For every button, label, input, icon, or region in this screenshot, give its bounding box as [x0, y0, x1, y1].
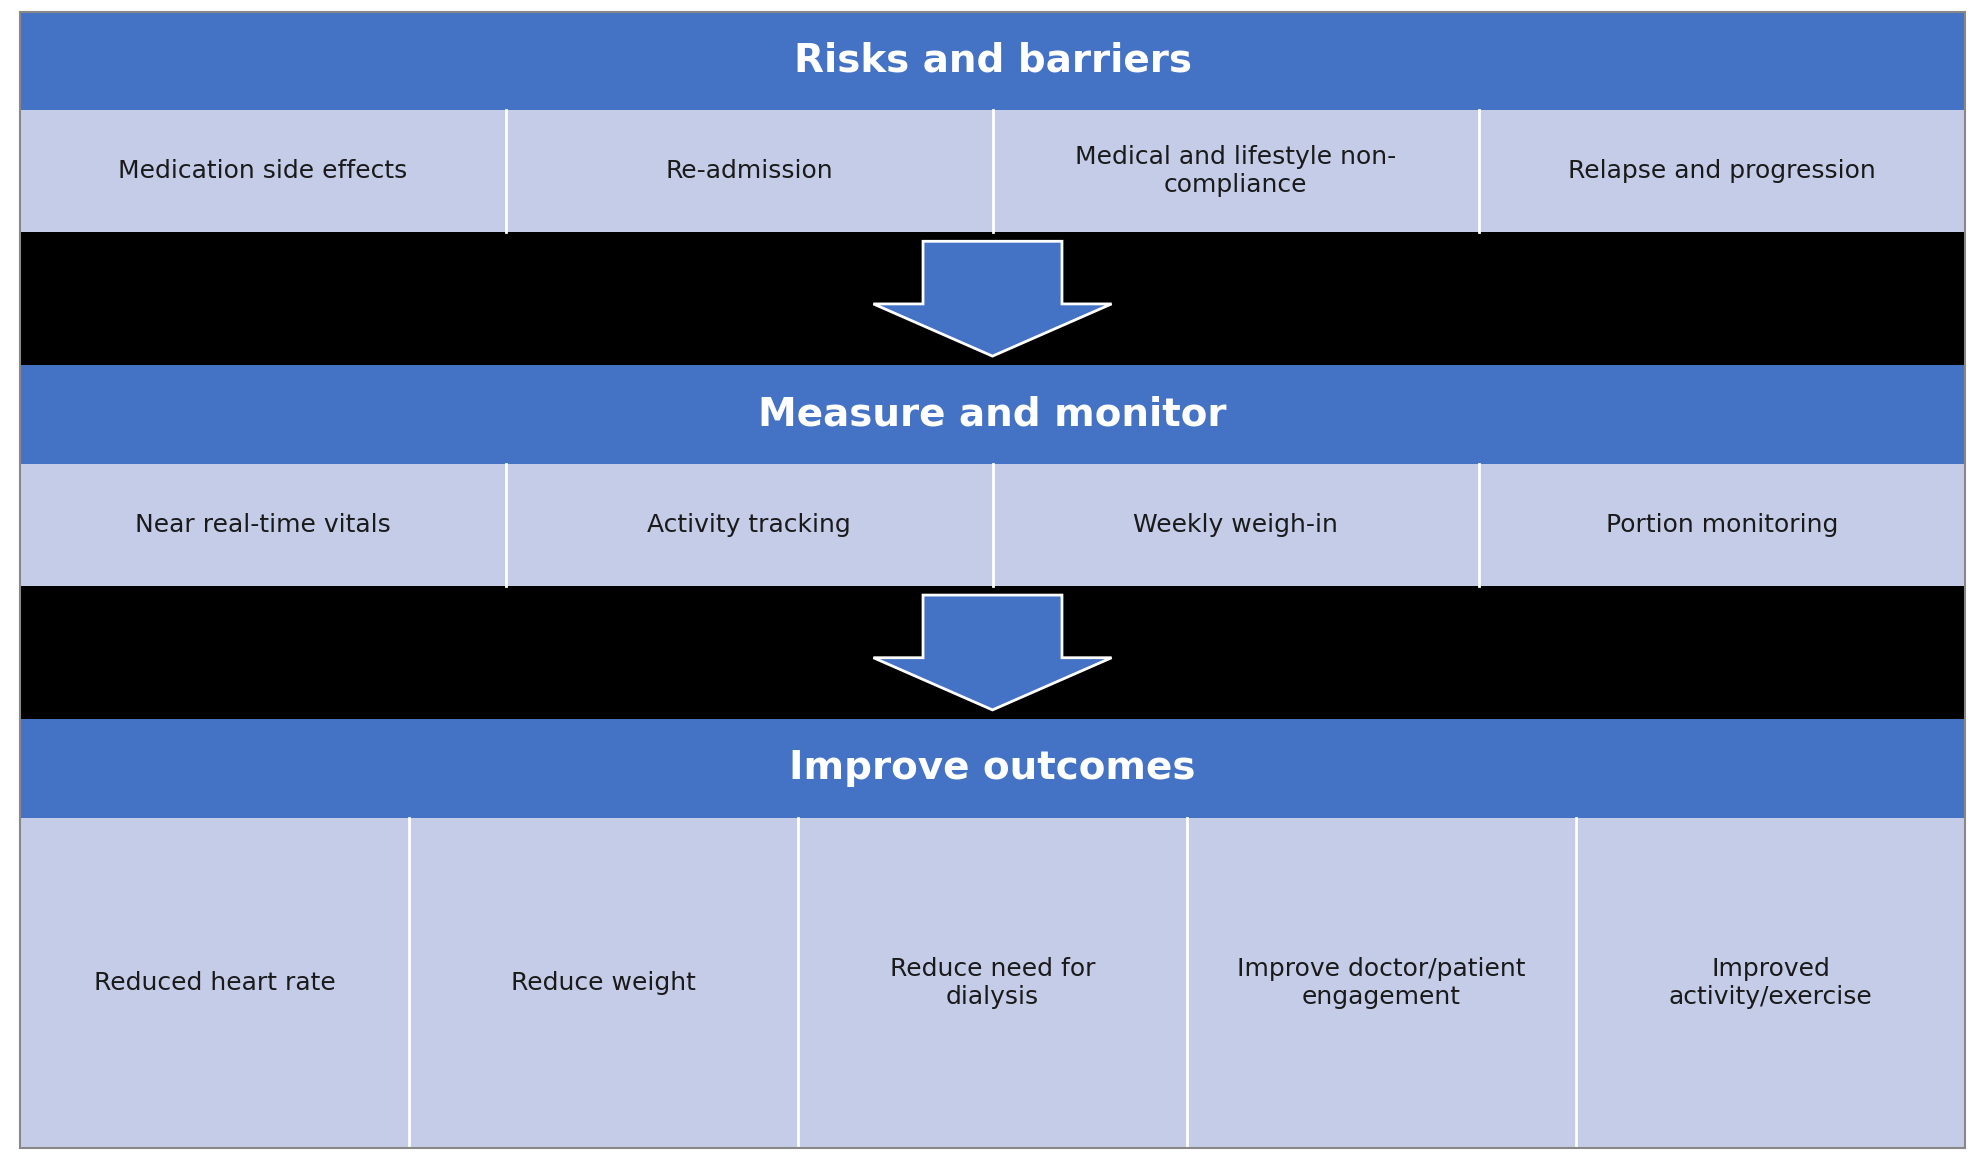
- FancyBboxPatch shape: [20, 719, 1965, 818]
- Text: Reduce weight: Reduce weight: [510, 971, 697, 995]
- FancyBboxPatch shape: [20, 12, 1965, 110]
- Polygon shape: [873, 595, 1112, 710]
- Text: Medical and lifestyle non-
compliance: Medical and lifestyle non- compliance: [1076, 145, 1395, 197]
- Text: Relapse and progression: Relapse and progression: [1568, 159, 1876, 183]
- Text: Risks and barriers: Risks and barriers: [794, 42, 1191, 80]
- Text: Weekly weigh-in: Weekly weigh-in: [1133, 513, 1338, 537]
- FancyBboxPatch shape: [20, 464, 1965, 586]
- FancyBboxPatch shape: [20, 818, 1965, 1148]
- Text: Portion monitoring: Portion monitoring: [1606, 513, 1838, 537]
- FancyBboxPatch shape: [20, 586, 1965, 719]
- Text: Measure and monitor: Measure and monitor: [758, 396, 1227, 434]
- Text: Re-admission: Re-admission: [665, 159, 834, 183]
- FancyBboxPatch shape: [20, 110, 1965, 232]
- Text: Improved
activity/exercise: Improved activity/exercise: [1669, 957, 1872, 1009]
- Text: Improve doctor/patient
engagement: Improve doctor/patient engagement: [1237, 957, 1526, 1009]
- Text: Activity tracking: Activity tracking: [647, 513, 852, 537]
- Text: Reduced heart rate: Reduced heart rate: [93, 971, 335, 995]
- FancyBboxPatch shape: [20, 232, 1965, 365]
- Polygon shape: [873, 241, 1112, 356]
- FancyBboxPatch shape: [20, 365, 1965, 464]
- Text: Medication side effects: Medication side effects: [119, 159, 407, 183]
- Text: Reduce need for
dialysis: Reduce need for dialysis: [889, 957, 1096, 1009]
- Text: Near real-time vitals: Near real-time vitals: [135, 513, 391, 537]
- Text: Improve outcomes: Improve outcomes: [790, 749, 1195, 788]
